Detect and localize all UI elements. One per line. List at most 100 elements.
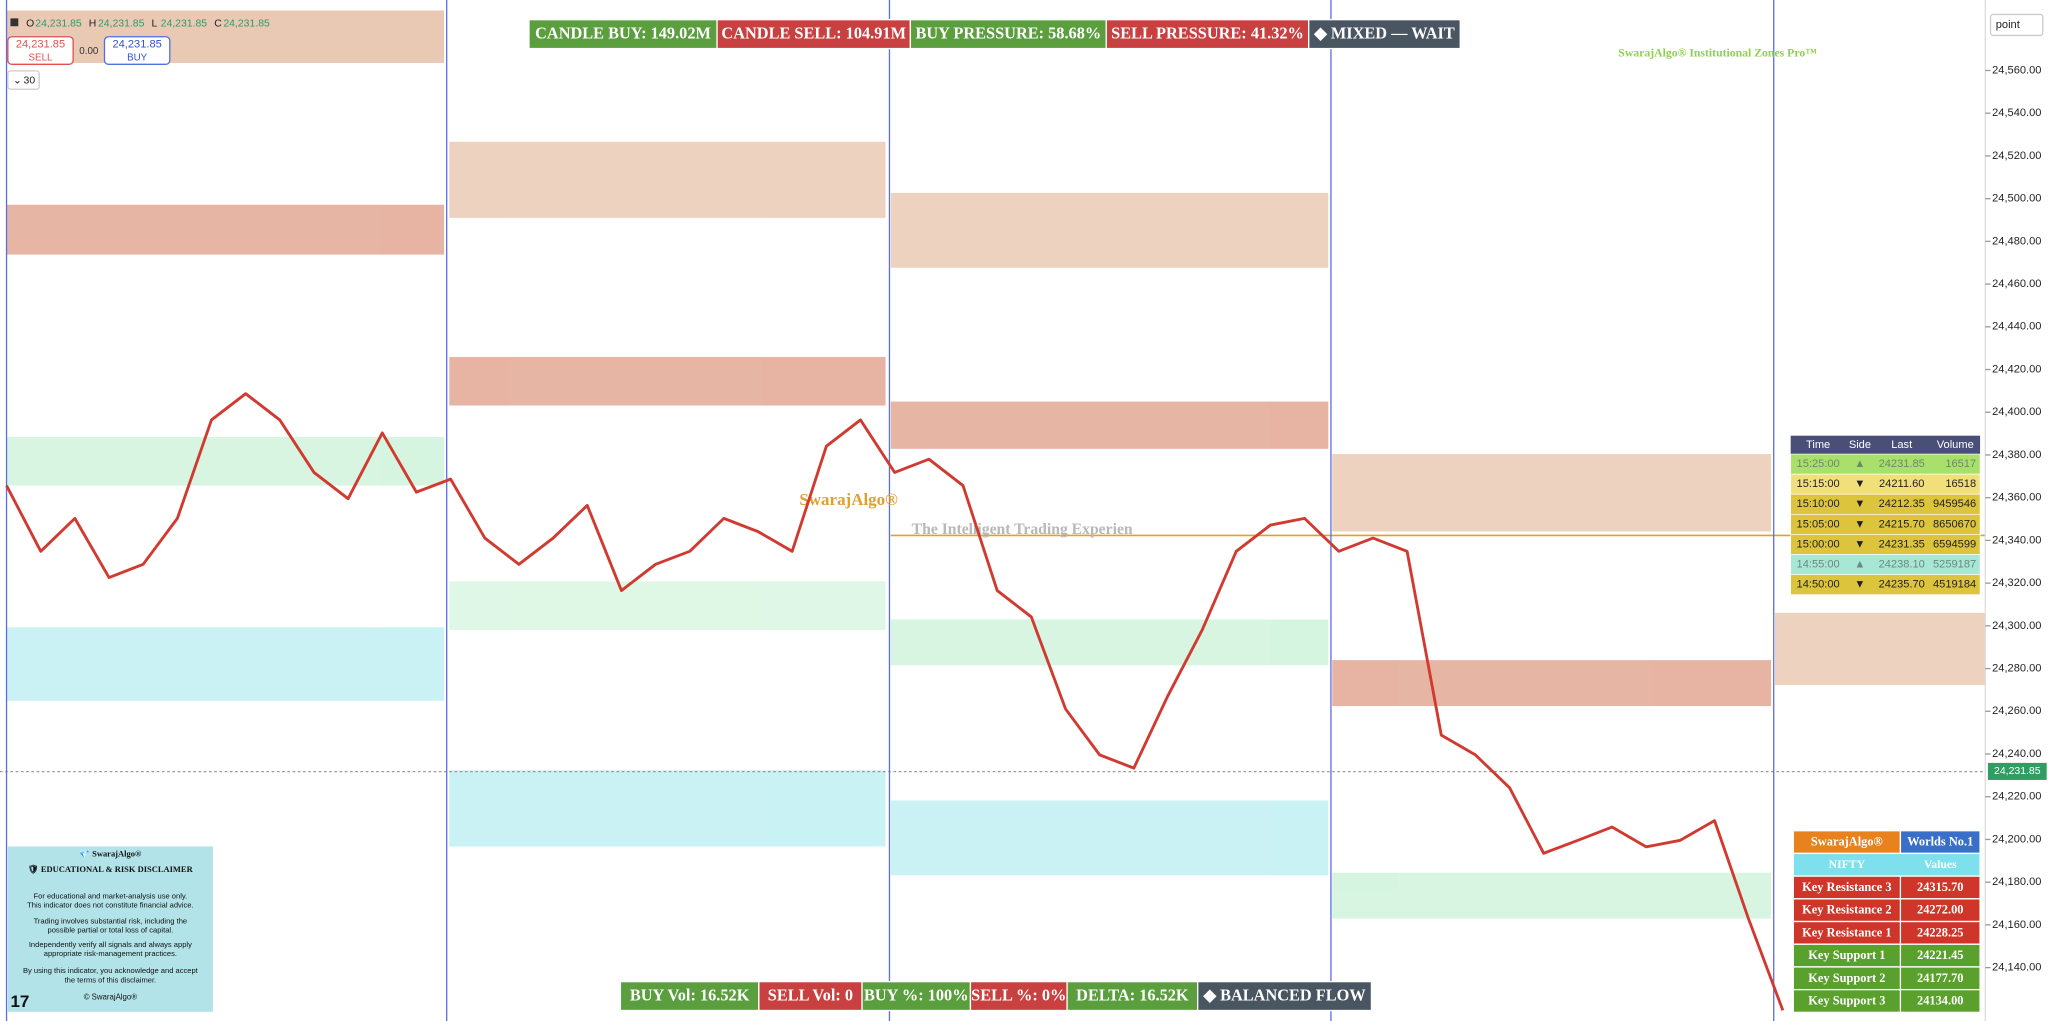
y-tick-label: 24,540.00 <box>1992 107 2041 119</box>
table-cell: 15:10:00 <box>1797 498 1840 510</box>
session-lines <box>5 0 1775 1021</box>
table-cell: 8650670 <box>1933 518 1976 530</box>
table-cell: 24238.10 <box>1879 558 1925 570</box>
y-tick-label: 24,440.00 <box>1992 321 2041 333</box>
zone <box>1775 612 1986 686</box>
disclaimer-line: Trading involves substantial risk, inclu… <box>34 916 188 925</box>
buy-button[interactable] <box>103 36 171 65</box>
interval-button[interactable] <box>7 70 40 90</box>
y-tick-label: 24,400.00 <box>1992 406 2041 418</box>
levels-row <box>1792 988 1981 1013</box>
table-cell: 9459546 <box>1933 498 1976 510</box>
banner-cell <box>861 980 972 1012</box>
interval-chevron[interactable]: ⌄ <box>13 75 22 86</box>
price-line <box>5 392 1785 1011</box>
scale-mode[interactable]: point <box>1996 19 2020 31</box>
table-header <box>1790 435 1981 455</box>
banner-text: CANDLE BUY: 149.02M <box>535 24 711 43</box>
table-cell: ▼ <box>1854 538 1865 550</box>
disclaimer-line: the terms of this disclaimer. <box>65 975 157 984</box>
buy-price[interactable]: 24,231.85 <box>112 39 161 51</box>
y-tick-label: 24,340.00 <box>1992 534 2041 546</box>
legend-header: O 24,231.85 H 24,231.85 L 24,231.85 C 24,231.85 <box>10 18 270 29</box>
banner-cell <box>1105 19 1310 50</box>
zone <box>6 204 445 255</box>
zone <box>890 401 1329 449</box>
disclaimer-line: possible partial or total loss of capita… <box>48 925 174 934</box>
ohlc-label: O <box>26 18 34 29</box>
ohlc-value: 24,231.85 <box>161 18 208 29</box>
banner-text: SELL %: 0% <box>971 985 1066 1004</box>
table-cell: 15:05:00 <box>1797 518 1840 530</box>
zone <box>6 10 445 63</box>
banner-text: BUY %: 100% <box>864 985 969 1004</box>
table-cell: 24212.35 <box>1879 498 1925 510</box>
scale-mode-button[interactable] <box>1989 13 2044 37</box>
last-price-tag <box>1987 762 2047 780</box>
ohlc-label: C <box>214 18 222 29</box>
sell-price[interactable]: 24,231.85 <box>16 39 65 51</box>
table-cell: 16518 <box>1945 478 1976 490</box>
table-row <box>1790 574 1981 595</box>
banner-text: SELL PRESSURE: 41.32% <box>1111 24 1304 43</box>
watermark: SwarajAlgo® <box>799 490 898 509</box>
y-tick-label: 24,380.00 <box>1992 449 2041 461</box>
y-tick-label: 24,180.00 <box>1992 876 2041 888</box>
table-header-cell: Volume <box>1937 439 1974 451</box>
buy-label[interactable]: BUY <box>127 52 148 63</box>
sell-button[interactable] <box>7 36 74 65</box>
banner-cell <box>909 19 1107 50</box>
disclaimer-title: 🛡 EDUCATIONAL & RISK DISCLAIMER <box>28 864 194 874</box>
ohlc-label: H <box>89 18 97 29</box>
banner-cell <box>1066 980 1199 1012</box>
levels-cell: Key Support 2 <box>1808 971 1885 985</box>
levels-cell: Key Support 3 <box>1808 993 1885 1007</box>
table-cell: ▼ <box>1854 498 1865 510</box>
zone <box>890 619 1329 666</box>
zone <box>1332 872 1772 919</box>
disclaimer-box <box>7 846 213 1012</box>
price-axis <box>1985 0 2048 1021</box>
zone <box>1332 660 1772 707</box>
y-tick-label: 24,360.00 <box>1992 492 2041 504</box>
y-tick-label: 24,200.00 <box>1992 833 2041 845</box>
sell-label[interactable]: SELL <box>29 52 53 63</box>
watermark-tagline: The Intelligent Trading Experien <box>912 521 1133 538</box>
last-price-label: 24,231.85 <box>1994 766 2041 777</box>
table-cell: 14:55:00 <box>1797 558 1840 570</box>
zones <box>6 10 1986 919</box>
table-cell: ▼ <box>1854 579 1865 591</box>
ohlc-label: L <box>152 18 158 29</box>
ohlc-value: 24,231.85 <box>223 18 270 29</box>
table-cell: 24231.35 <box>1879 538 1925 550</box>
levels-cell: 24221.45 <box>1917 948 1963 962</box>
interval[interactable]: 30 <box>24 75 36 86</box>
levels-cell: Key Resistance 2 <box>1802 903 1891 917</box>
symbol-icon <box>10 18 19 27</box>
disclaimer: 💎 SwarajAlgo® 🛡 EDUCATIONAL & RISK DISCLA… <box>23 848 199 1001</box>
disclaimer-footer: © SwarajAlgo® <box>84 992 138 1001</box>
ohlc-value: 24,231.85 <box>98 18 145 29</box>
banner-cell <box>716 19 912 50</box>
y-tick-label: 24,560.00 <box>1992 64 2041 76</box>
banner-text: BUY Vol: 16.52K <box>630 985 750 1004</box>
levels-cell: Key Support 1 <box>1808 948 1885 962</box>
table-cell: 15:15:00 <box>1797 478 1840 490</box>
zone <box>6 437 445 486</box>
banner-text: ◆ MIXED — WAIT <box>1313 24 1455 43</box>
y-tick-label: 24,520.00 <box>1992 150 2041 162</box>
levels-cell: 24315.70 <box>1917 880 1963 894</box>
zone <box>890 192 1329 268</box>
disclaimer-line: For educational and market-analysis use … <box>34 891 188 900</box>
disclaimer-line: appropriate risk-management practices. <box>44 949 177 958</box>
levels-cell: 24134.00 <box>1917 993 1963 1007</box>
table-cell: 16517 <box>1945 458 1976 470</box>
y-tick-label: 24,460.00 <box>1992 278 2041 290</box>
table-cell: ▲ <box>1854 458 1865 470</box>
table-cell: 24211.60 <box>1879 478 1924 490</box>
banner-text: BUY PRESSURE: 58.68% <box>915 24 1101 43</box>
ohlc-value: 24,231.85 <box>35 18 82 29</box>
table-cell: 4519184 <box>1933 579 1976 591</box>
banner-text: ◆ BALANCED FLOW <box>1202 985 1366 1004</box>
levels-cell: 24228.25 <box>1917 925 1963 939</box>
